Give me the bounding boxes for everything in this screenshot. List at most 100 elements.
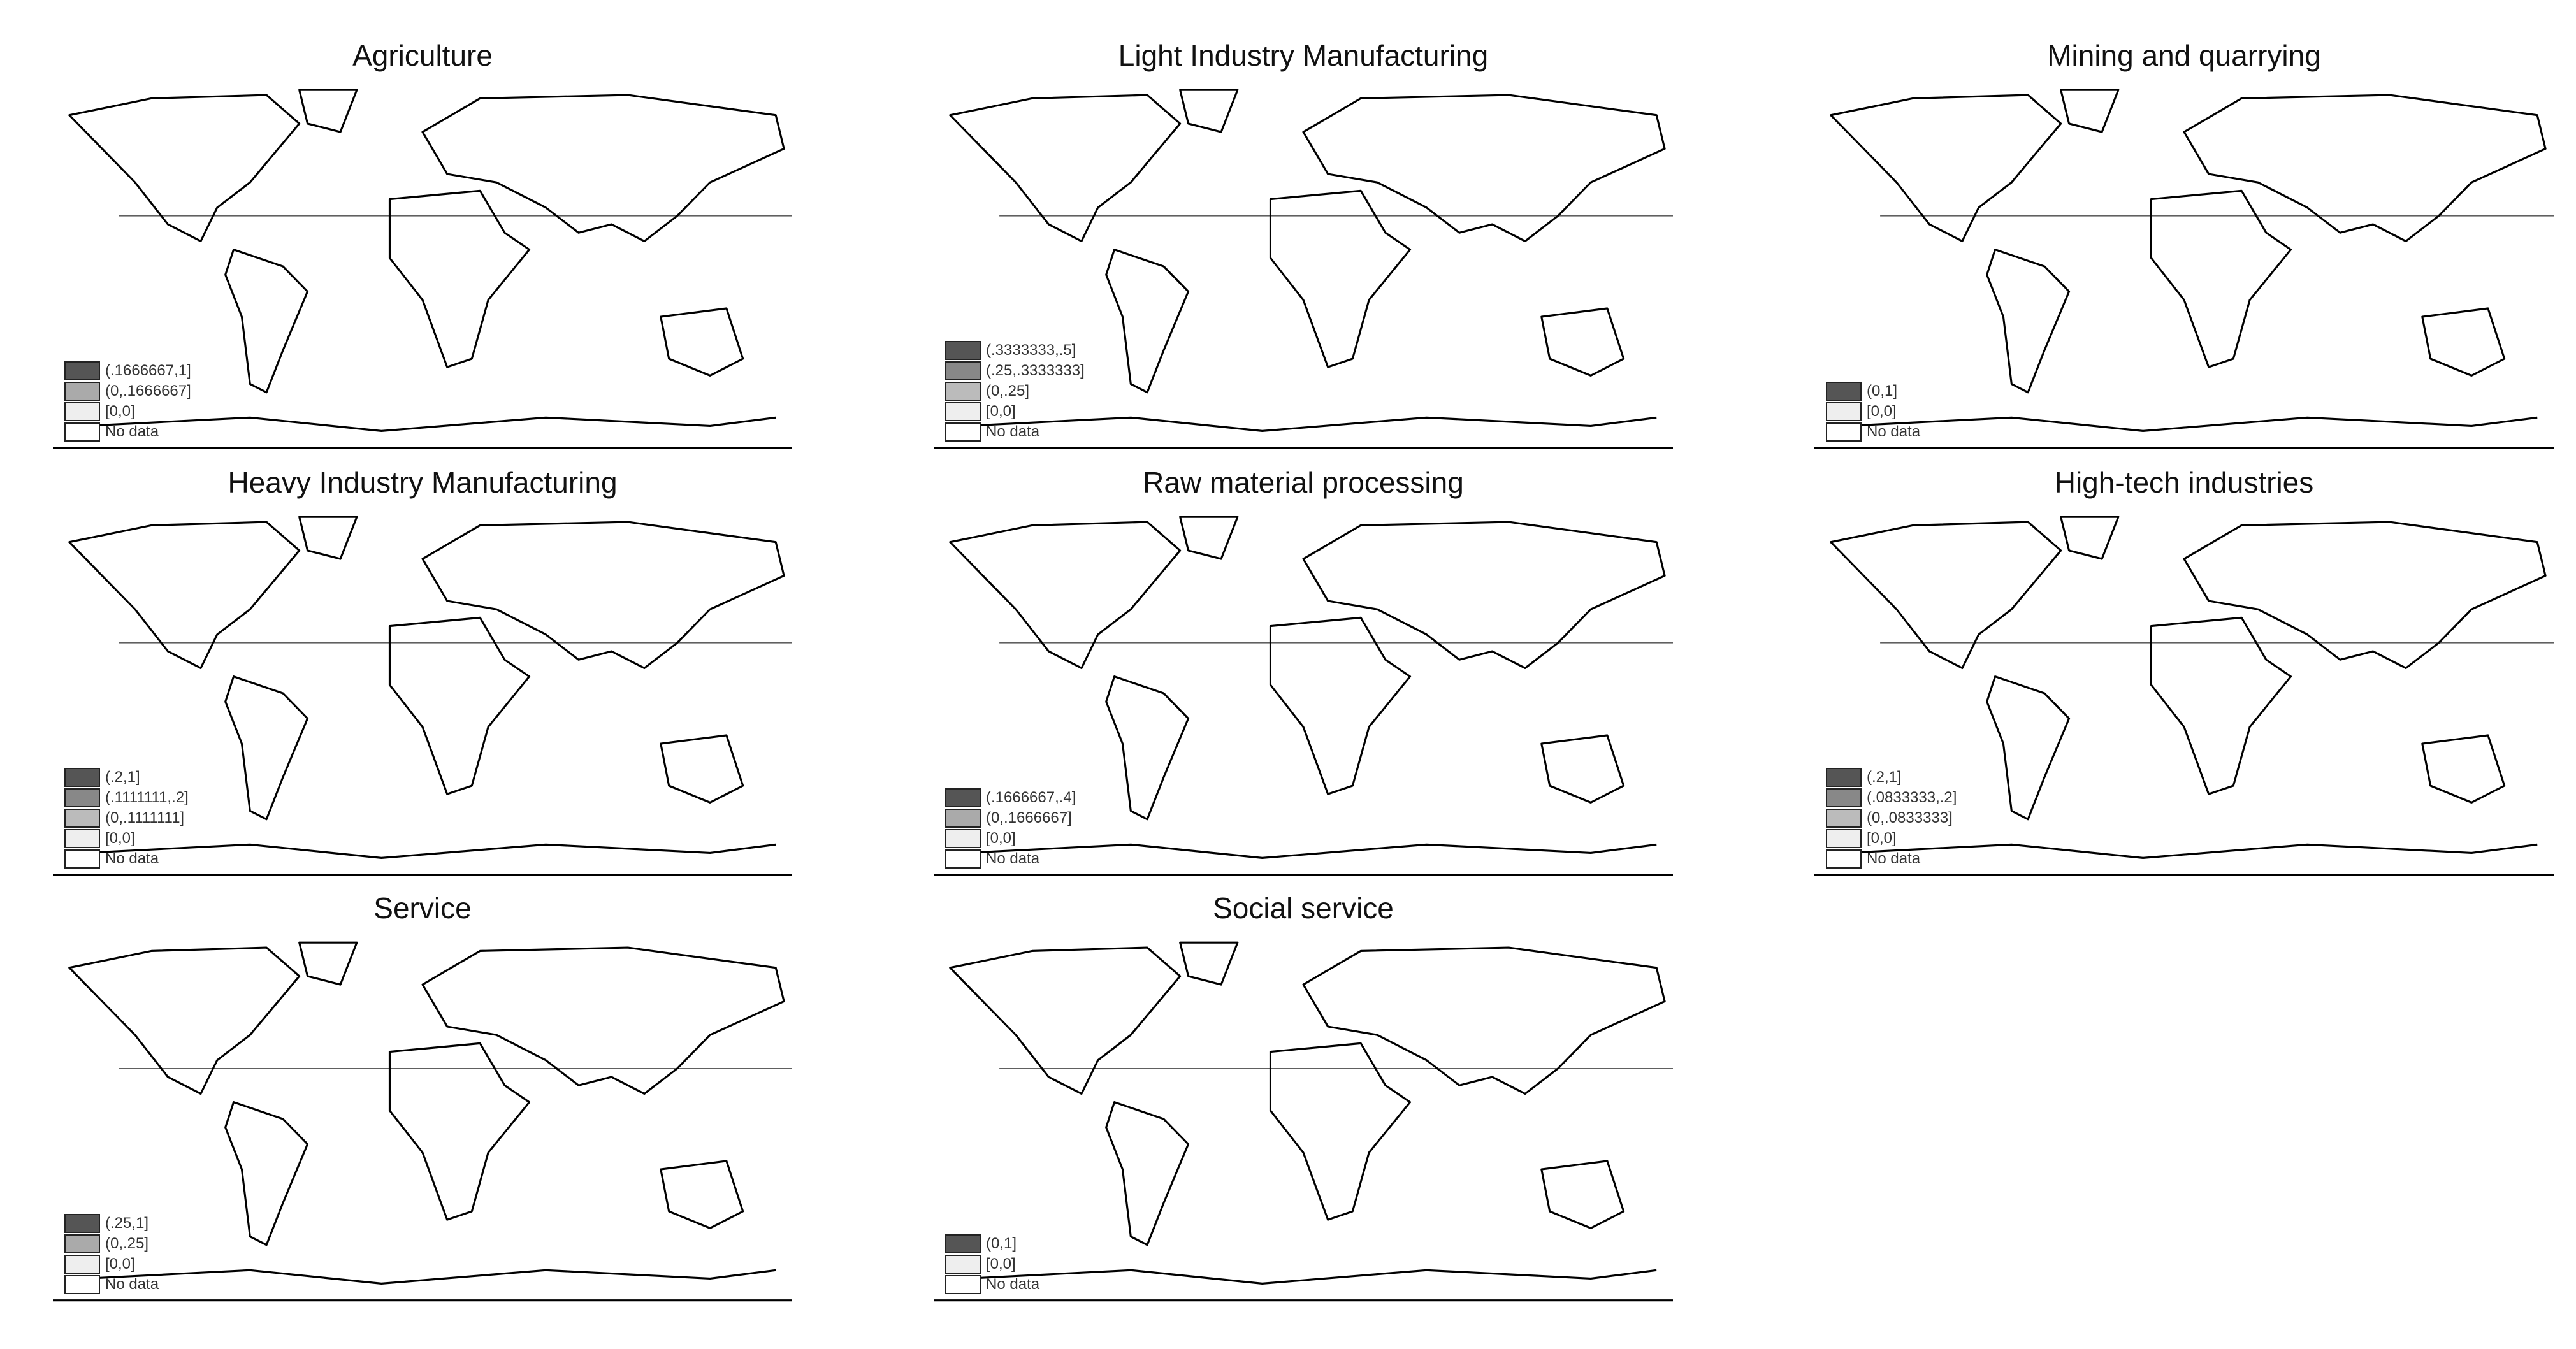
legend-swatch: [64, 829, 100, 848]
legend-swatch: [64, 361, 100, 380]
legend-entry: (0,1]: [1826, 381, 1920, 401]
panel-title: Mining and quarrying: [2047, 39, 2321, 72]
legend-entry: (0,1]: [945, 1234, 1039, 1254]
legend-entry: No data: [945, 849, 1076, 869]
legend-label: (.1666667,1]: [105, 362, 191, 379]
legend-swatch: [1826, 788, 1862, 807]
legend-swatch: [945, 829, 981, 848]
legend-entry: No data: [64, 1274, 159, 1295]
legend-entry: (.25,.3333333]: [945, 361, 1085, 381]
legend-swatch: [945, 341, 981, 360]
legend-label: No data: [105, 850, 159, 867]
legend-label: (0,.0833333]: [1867, 809, 1953, 826]
legend-swatch: [945, 422, 981, 442]
legend-entry: (0,.1666667]: [945, 808, 1076, 828]
legend-entry: No data: [1826, 849, 1957, 869]
legend-label: No data: [105, 423, 159, 440]
legend-entry: No data: [64, 849, 189, 869]
legend-label: No data: [986, 850, 1040, 867]
legend-swatch: [64, 402, 100, 421]
legend-label: [0,0]: [105, 830, 135, 847]
map-panel: High-tech industries (.2,1] (.0833333,.2](…: [1813, 465, 2555, 886]
legend: (0,1] [0,0] No data: [1826, 381, 1920, 442]
legend-swatch: [945, 1255, 981, 1274]
legend-swatch: [1826, 809, 1862, 828]
legend-label: (.25,1]: [105, 1215, 149, 1232]
legend-label: [0,0]: [105, 403, 135, 420]
legend-entry: [0,0]: [64, 1254, 159, 1274]
legend-entry: No data: [64, 422, 191, 442]
legend-swatch: [64, 1255, 100, 1274]
legend: (.2,1] (.1111111,.2] (0,.1111111] [0,0] No d…: [64, 767, 189, 869]
legend-label: No data: [1867, 850, 1921, 867]
legend-swatch: [945, 382, 981, 401]
legend-swatch: [945, 402, 981, 421]
world-map: (.2,1] (.0833333,.2] (0,.0833333] [0,0] No d…: [1813, 509, 2555, 878]
legend-swatch: [1826, 382, 1862, 401]
legend: (.2,1] (.0833333,.2] (0,.0833333] [0,0] No d…: [1826, 767, 1957, 869]
legend: (.1666667,1] (0,.1666667] [0,0] No data: [64, 361, 191, 442]
legend-label: (0,.1111111]: [105, 809, 185, 826]
legend-swatch: [64, 1234, 100, 1253]
legend-entry: No data: [945, 1274, 1039, 1295]
legend-entry: (0,.25]: [64, 1234, 159, 1254]
legend-label: (.1111111,.2]: [105, 789, 189, 806]
legend-swatch: [64, 1275, 100, 1294]
legend-entry: [0,0]: [945, 401, 1085, 422]
legend-label: [0,0]: [986, 403, 1016, 420]
legend-label: (0,1]: [1867, 382, 1898, 400]
legend-entry: [0,0]: [945, 1254, 1039, 1274]
legend-entry: (0,.25]: [945, 381, 1085, 401]
legend-swatch: [64, 1214, 100, 1233]
legend-swatch: [1826, 422, 1862, 442]
legend-entry: (.2,1]: [1826, 767, 1957, 788]
map-outline: [932, 941, 1674, 1302]
legend-swatch: [945, 1275, 981, 1294]
legend: (.1666667,.4] (0,.1666667] [0,0] No data: [945, 788, 1076, 869]
map-panel: Raw material processing (.1666667,.4] (0,.…: [932, 465, 1674, 886]
legend-swatch: [64, 768, 100, 787]
map-panel: Heavy Industry Manufacturing (.2,1] (.1111…: [52, 465, 793, 886]
legend-swatch: [64, 809, 100, 828]
legend-label: No data: [1867, 423, 1921, 440]
legend-entry: (.1666667,.4]: [945, 788, 1076, 808]
world-map: (.25,1] (0,.25] [0,0] No data: [52, 934, 793, 1304]
world-map: (.2,1] (.1111111,.2] (0,.1111111] [0,0] No d…: [52, 509, 793, 878]
legend-label: (0,.1666667]: [105, 382, 191, 400]
legend-entry: [0,0]: [64, 401, 191, 422]
legend-entry: [0,0]: [64, 828, 189, 849]
legend-swatch: [64, 422, 100, 442]
legend-swatch: [945, 1234, 981, 1253]
legend-entry: (.0833333,.2]: [1826, 788, 1957, 808]
legend-label: (0,.25]: [986, 382, 1030, 400]
legend-swatch: [64, 849, 100, 869]
legend-swatch: [1826, 768, 1862, 787]
legend-entry: (.2,1]: [64, 767, 189, 788]
legend-label: No data: [986, 1276, 1040, 1293]
legend: (.25,1] (0,.25] [0,0] No data: [64, 1213, 159, 1295]
legend-label: (.2,1]: [1867, 768, 1902, 786]
legend-label: [0,0]: [986, 1255, 1016, 1273]
legend-swatch: [945, 361, 981, 380]
legend: (0,1] [0,0] No data: [945, 1234, 1039, 1295]
world-map: (.1666667,.4] (0,.1666667] [0,0] No data: [932, 509, 1674, 878]
legend-swatch: [945, 809, 981, 828]
legend-entry: (0,.0833333]: [1826, 808, 1957, 828]
legend-label: [0,0]: [986, 830, 1016, 847]
legend-entry: (.1111111,.2]: [64, 788, 189, 808]
panel-title: Agriculture: [352, 39, 493, 72]
legend-label: (.25,.3333333]: [986, 362, 1085, 379]
legend-label: (0,1]: [986, 1235, 1017, 1252]
legend-label: (.0833333,.2]: [1867, 789, 1957, 806]
legend-entry: No data: [1826, 422, 1920, 442]
world-map: (.3333333,.5] (.25,.3333333] (0,.25] [0,0] N…: [932, 82, 1674, 451]
legend-label: (.1666667,.4]: [986, 789, 1076, 806]
world-map: (.1666667,1] (0,.1666667] [0,0] No data: [52, 82, 793, 451]
legend-swatch: [64, 382, 100, 401]
legend-entry: [0,0]: [945, 828, 1076, 849]
map-panel: Social service (0,1] [0,0] No data: [932, 891, 1674, 1311]
panel-title: Social service: [1213, 891, 1394, 925]
map-panel: Agriculture (.1666667,1] (0,.1666667] [0,0]…: [52, 38, 793, 459]
legend-entry: (.25,1]: [64, 1213, 159, 1234]
legend-label: [0,0]: [105, 1255, 135, 1273]
